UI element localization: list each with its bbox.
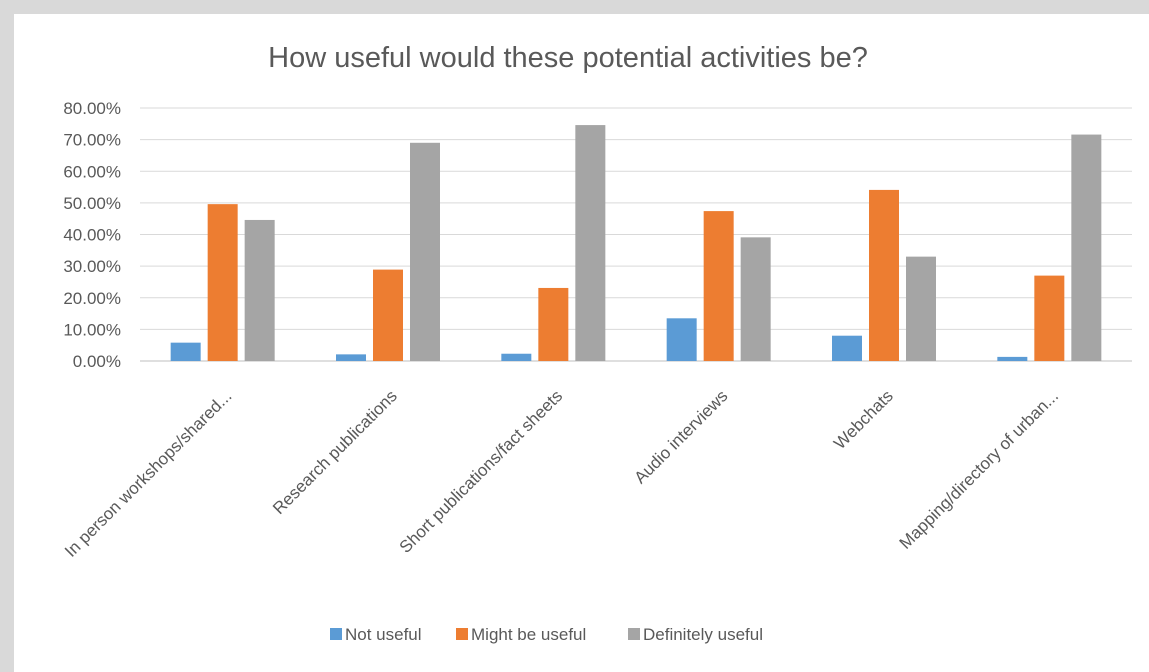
chart-title: How useful would these potential activit… — [268, 42, 868, 74]
y-tick-label: 20.00% — [63, 289, 121, 308]
legend-label: Not useful — [345, 625, 422, 644]
bar — [538, 287, 569, 361]
y-tick-label: 30.00% — [63, 257, 121, 276]
x-tick-label: Research publications — [269, 386, 401, 518]
bar — [997, 356, 1028, 361]
y-tick-label: 60.00% — [63, 162, 121, 181]
x-tick-label: In person workshops/shared... — [61, 386, 235, 560]
bar — [703, 211, 734, 361]
bar — [869, 189, 899, 361]
bar — [373, 269, 403, 361]
bar — [244, 219, 275, 361]
legend-label: Might be useful — [471, 625, 586, 644]
x-tick-label: Webchats — [830, 386, 897, 453]
y-tick-label: 80.00% — [63, 99, 121, 118]
bar — [666, 318, 697, 361]
x-tick-label: Short publications/fact sheets — [396, 386, 566, 556]
legend-label: Definitely useful — [643, 625, 763, 644]
bar — [832, 335, 862, 361]
bar — [336, 354, 366, 361]
bar — [1034, 275, 1065, 361]
chart-frame: How useful would these potential activit… — [14, 14, 1149, 672]
bar — [906, 256, 936, 361]
bar — [410, 142, 440, 361]
bar — [575, 125, 606, 361]
y-tick-label: 10.00% — [63, 320, 121, 339]
y-tick-label: 70.00% — [63, 131, 121, 150]
bar — [1071, 134, 1102, 361]
y-tick-label: 0.00% — [73, 352, 121, 371]
legend-swatch — [456, 628, 468, 640]
x-tick-label: Mapping/directory of urban... — [896, 386, 1062, 552]
y-tick-label: 50.00% — [63, 194, 121, 213]
bar — [740, 237, 771, 361]
bar — [207, 204, 238, 361]
legend-swatch — [628, 628, 640, 640]
x-tick-label: Audio interviews — [631, 386, 732, 487]
bar — [170, 342, 201, 361]
bar-chart: How useful would these potential activit… — [61, 42, 1132, 644]
y-tick-label: 40.00% — [63, 226, 121, 245]
legend-swatch — [330, 628, 342, 640]
bar — [501, 353, 532, 361]
